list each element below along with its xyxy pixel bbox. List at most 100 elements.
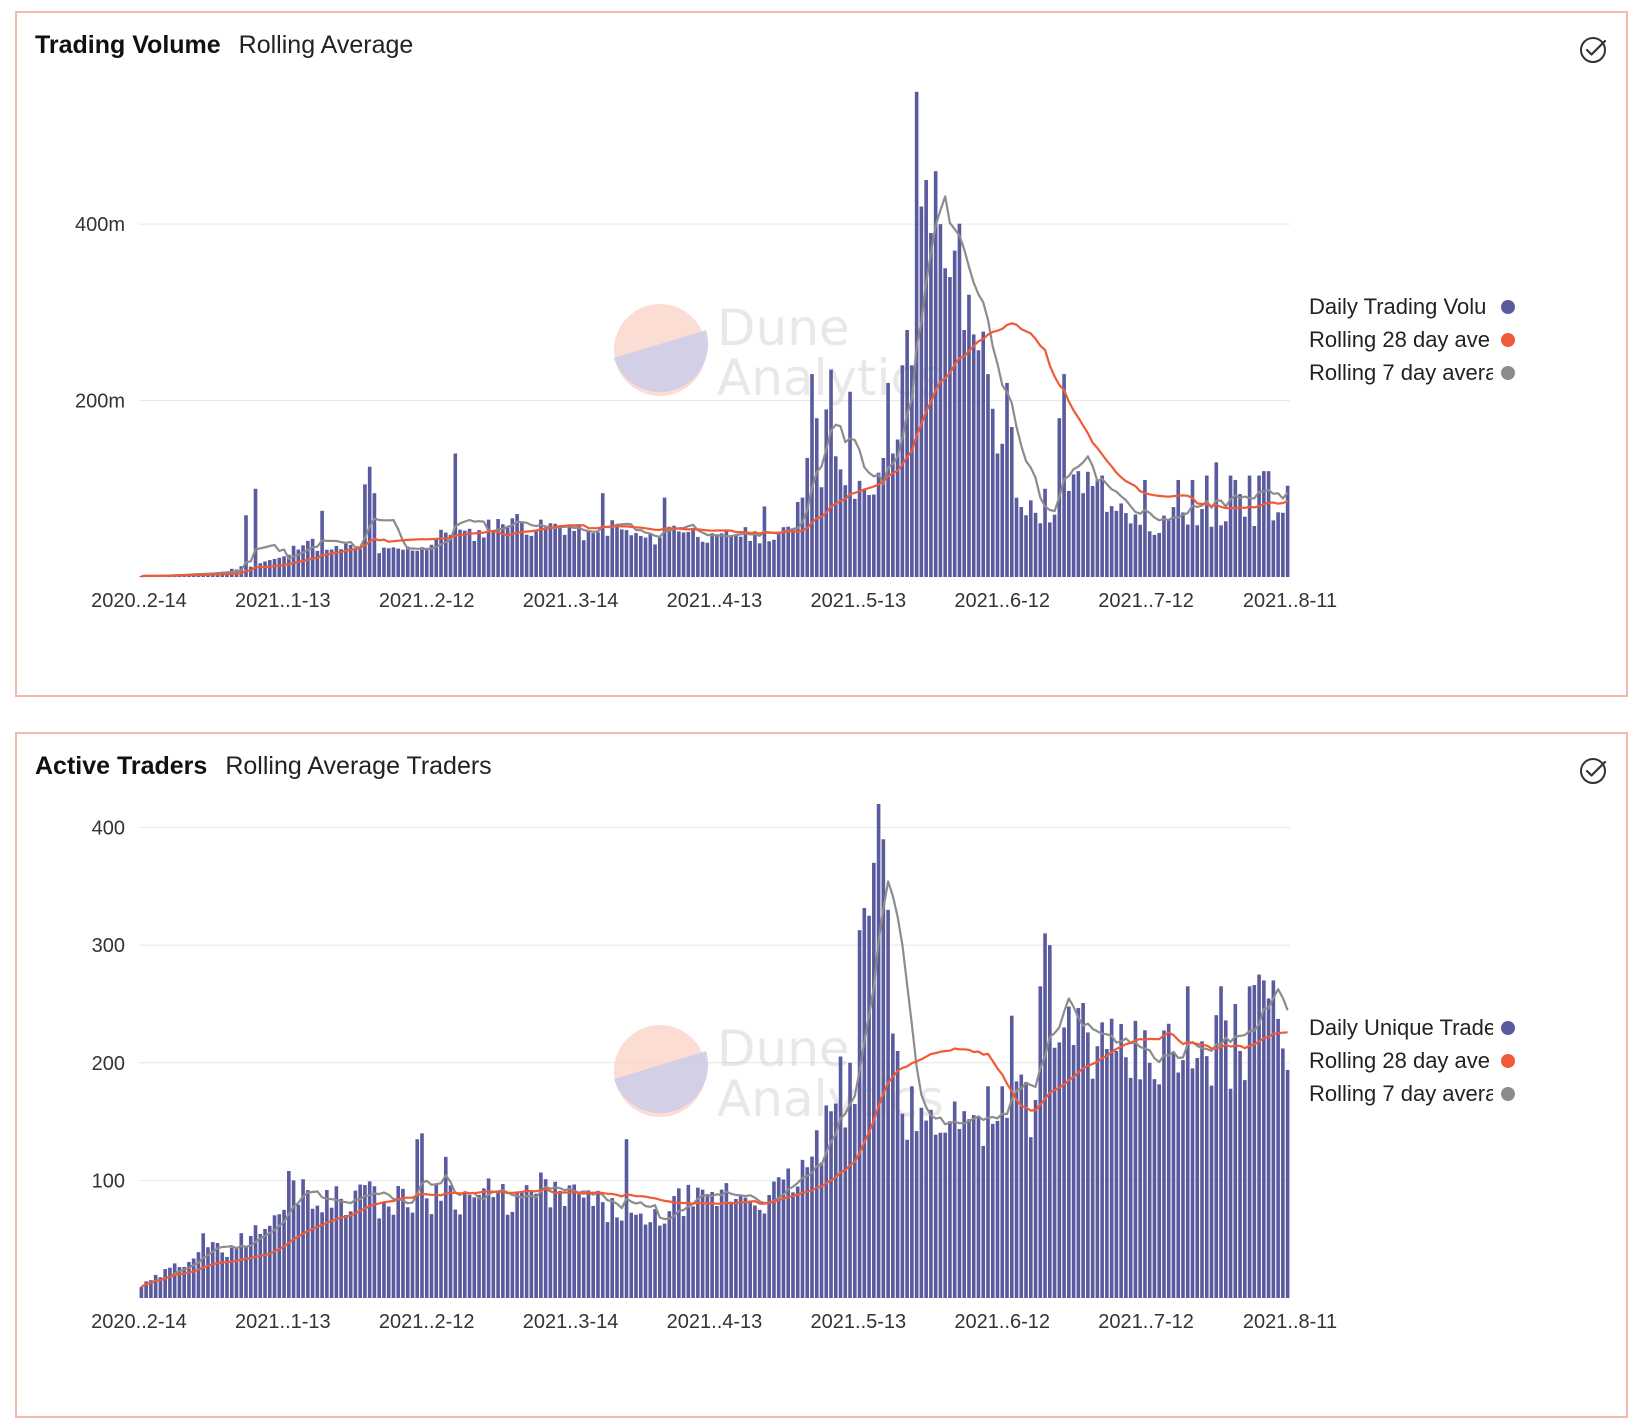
bar[interactable] bbox=[967, 294, 971, 577]
bar[interactable] bbox=[1114, 1051, 1119, 1298]
bar[interactable] bbox=[872, 494, 876, 577]
bar[interactable] bbox=[672, 525, 676, 577]
bar[interactable] bbox=[1038, 523, 1043, 577]
bar[interactable] bbox=[981, 331, 986, 577]
bar[interactable] bbox=[424, 549, 429, 577]
bar[interactable] bbox=[748, 540, 752, 577]
bar[interactable] bbox=[634, 533, 638, 577]
bar[interactable] bbox=[638, 1213, 643, 1298]
bar[interactable] bbox=[1219, 986, 1223, 1298]
bar[interactable] bbox=[638, 535, 643, 577]
bar[interactable] bbox=[610, 1198, 615, 1298]
bar[interactable] bbox=[1014, 497, 1019, 577]
bar[interactable] bbox=[543, 527, 548, 577]
bar[interactable] bbox=[776, 532, 781, 577]
bar[interactable] bbox=[848, 1062, 852, 1298]
bar[interactable] bbox=[1071, 1045, 1076, 1298]
bar[interactable] bbox=[1181, 512, 1185, 577]
bar[interactable] bbox=[1247, 475, 1252, 577]
bar[interactable] bbox=[791, 528, 795, 577]
bar[interactable] bbox=[681, 1216, 686, 1298]
bar[interactable] bbox=[253, 488, 258, 577]
legend-marker-icon[interactable] bbox=[1501, 366, 1515, 380]
bar[interactable] bbox=[334, 1186, 339, 1298]
bar[interactable] bbox=[734, 1198, 738, 1298]
bar[interactable] bbox=[515, 514, 519, 577]
bar[interactable] bbox=[715, 534, 719, 577]
bar[interactable] bbox=[553, 523, 557, 577]
bar[interactable] bbox=[724, 1183, 729, 1298]
bar[interactable] bbox=[734, 535, 738, 577]
chart-subtitle[interactable]: Rolling Average Traders bbox=[225, 752, 492, 780]
bar[interactable] bbox=[1257, 475, 1261, 577]
bar[interactable] bbox=[1233, 1003, 1238, 1298]
bar[interactable] bbox=[453, 1209, 458, 1298]
bar[interactable] bbox=[1038, 986, 1043, 1298]
bar[interactable] bbox=[738, 536, 743, 577]
bar[interactable] bbox=[1147, 531, 1152, 577]
rolling-7-day-line[interactable] bbox=[141, 195, 1289, 578]
bar[interactable] bbox=[505, 526, 510, 577]
bar[interactable] bbox=[577, 524, 581, 577]
bar[interactable] bbox=[391, 547, 396, 577]
bar[interactable] bbox=[677, 531, 681, 577]
bar[interactable] bbox=[1223, 521, 1228, 577]
bar[interactable] bbox=[1204, 1056, 1209, 1298]
bar[interactable] bbox=[1033, 512, 1038, 577]
bar[interactable] bbox=[396, 548, 401, 577]
bar[interactable] bbox=[1114, 510, 1119, 577]
bar[interactable] bbox=[1105, 511, 1109, 577]
bar[interactable] bbox=[1219, 525, 1223, 577]
bar[interactable] bbox=[1162, 515, 1166, 577]
bar[interactable] bbox=[700, 541, 705, 577]
bar[interactable] bbox=[339, 549, 343, 577]
bar[interactable] bbox=[957, 1128, 962, 1298]
bar[interactable] bbox=[501, 1184, 505, 1298]
bar[interactable] bbox=[1028, 1137, 1033, 1298]
bar[interactable] bbox=[962, 330, 967, 577]
bar[interactable] bbox=[353, 548, 358, 577]
bar[interactable] bbox=[619, 1220, 624, 1298]
bar[interactable] bbox=[1014, 1081, 1019, 1298]
check-circle-icon[interactable] bbox=[1578, 35, 1608, 65]
bar[interactable] bbox=[515, 1193, 519, 1298]
bar[interactable] bbox=[1119, 503, 1123, 577]
bar[interactable] bbox=[1033, 1099, 1038, 1298]
bar[interactable] bbox=[1133, 514, 1138, 577]
bar[interactable] bbox=[1166, 519, 1171, 577]
bar[interactable] bbox=[900, 1113, 905, 1298]
bar[interactable] bbox=[486, 1178, 491, 1298]
check-circle-icon[interactable] bbox=[1578, 756, 1608, 786]
legend-marker-icon[interactable] bbox=[1501, 1021, 1515, 1035]
bar[interactable] bbox=[244, 1246, 248, 1298]
bar[interactable] bbox=[643, 537, 648, 577]
bar[interactable] bbox=[786, 526, 791, 577]
bar[interactable] bbox=[215, 1243, 220, 1298]
bar[interactable] bbox=[386, 548, 391, 577]
bar[interactable] bbox=[244, 515, 248, 577]
bar[interactable] bbox=[229, 1247, 234, 1298]
bar[interactable] bbox=[833, 456, 838, 577]
bar[interactable] bbox=[539, 519, 543, 577]
legend-label[interactable]: Rolling 28 day ave bbox=[1309, 327, 1490, 352]
bar[interactable] bbox=[719, 533, 724, 577]
bar[interactable] bbox=[810, 374, 814, 577]
bar[interactable] bbox=[163, 1269, 167, 1298]
bar[interactable] bbox=[672, 1196, 676, 1298]
bar[interactable] bbox=[139, 1286, 144, 1298]
bar[interactable] bbox=[443, 1156, 448, 1298]
bar[interactable] bbox=[1271, 520, 1276, 577]
bar[interactable] bbox=[938, 1132, 943, 1298]
bar[interactable] bbox=[353, 1190, 358, 1298]
bar[interactable] bbox=[1048, 945, 1052, 1298]
bar[interactable] bbox=[1285, 1069, 1290, 1298]
bar[interactable] bbox=[876, 804, 881, 1298]
bar[interactable] bbox=[1067, 490, 1071, 577]
bar[interactable] bbox=[572, 1184, 576, 1298]
bar[interactable] bbox=[1081, 1002, 1085, 1298]
bar[interactable] bbox=[1090, 1078, 1095, 1298]
bar[interactable] bbox=[667, 526, 672, 577]
bar[interactable] bbox=[429, 1214, 434, 1298]
bar[interactable] bbox=[267, 560, 272, 577]
legend-marker-icon[interactable] bbox=[1501, 300, 1515, 314]
